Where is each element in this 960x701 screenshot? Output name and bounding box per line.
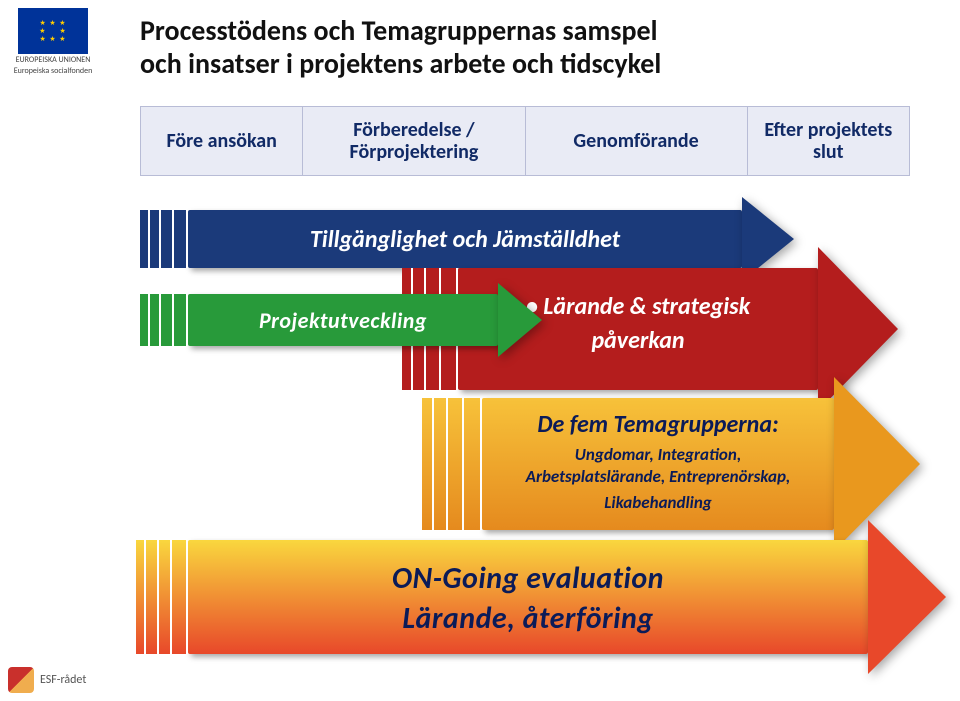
phase-4: Efter projektets slut	[747, 106, 910, 176]
eu-stars: ★ ★ ★★ ★★ ★ ★	[39, 19, 66, 43]
band-orange-headline: De fem Temagrupperna:	[482, 410, 834, 439]
band-stagger-icon	[136, 540, 188, 654]
band-green-label: Projektutveckling	[188, 294, 498, 346]
eu-flag: ★ ★ ★★ ★★ ★ ★	[18, 8, 88, 54]
esf-logo: ESF-rådet	[8, 667, 86, 693]
band-ongoing-evaluation: ON-Going evaluation Lärande, återföring	[188, 540, 868, 654]
band-orange-body-3: Likabehandling	[482, 492, 834, 513]
arrowhead-icon	[868, 520, 946, 674]
eu-label-2: Europeiska socialfonden	[14, 67, 93, 76]
band-grad-line2: Lärande, återföring	[188, 600, 868, 637]
band-stagger-icon	[140, 294, 188, 346]
phase-3: Genomförande	[525, 106, 747, 176]
phase-row: Före ansökan Förberedelse / Förprojekter…	[140, 106, 910, 176]
eu-logo: ★ ★ ★★ ★★ ★ ★ EUROPEISKA UNIONEN Europei…	[8, 8, 98, 76]
title-line-1: Processtödens och Temagruppernas samspel	[140, 13, 657, 48]
phase-2: Förberedelse / Förprojektering	[302, 106, 524, 176]
band-grad-line1: ON-Going evaluation	[188, 560, 868, 597]
esf-mark-icon	[8, 667, 34, 693]
phase-1: Före ansökan	[140, 106, 302, 176]
band-stagger-icon	[422, 398, 482, 530]
eu-label-1: EUROPEISKA UNIONEN	[16, 56, 91, 65]
page-title: Processtödens och Temagruppernas samspel…	[140, 14, 900, 80]
arrowhead-icon	[498, 283, 542, 357]
band-blue-label: Tillgänglighet och Jämställdhet	[188, 210, 742, 268]
band-theme-groups: De fem Temagrupperna: Ungdomar, Integrat…	[482, 398, 834, 530]
band-project-development: Projektutveckling	[188, 294, 498, 346]
title-line-2: och insatser i projektens arbete och tid…	[140, 46, 661, 81]
band-orange-body-1: Ungdomar, Integration,	[482, 444, 834, 465]
band-orange-body-2: Arbetsplatslärande, Entreprenörskap,	[482, 466, 834, 487]
band-stagger-icon	[140, 210, 188, 268]
band-accessibility-equality: Tillgänglighet och Jämställdhet	[188, 210, 742, 268]
esf-label: ESF-rådet	[40, 673, 86, 687]
